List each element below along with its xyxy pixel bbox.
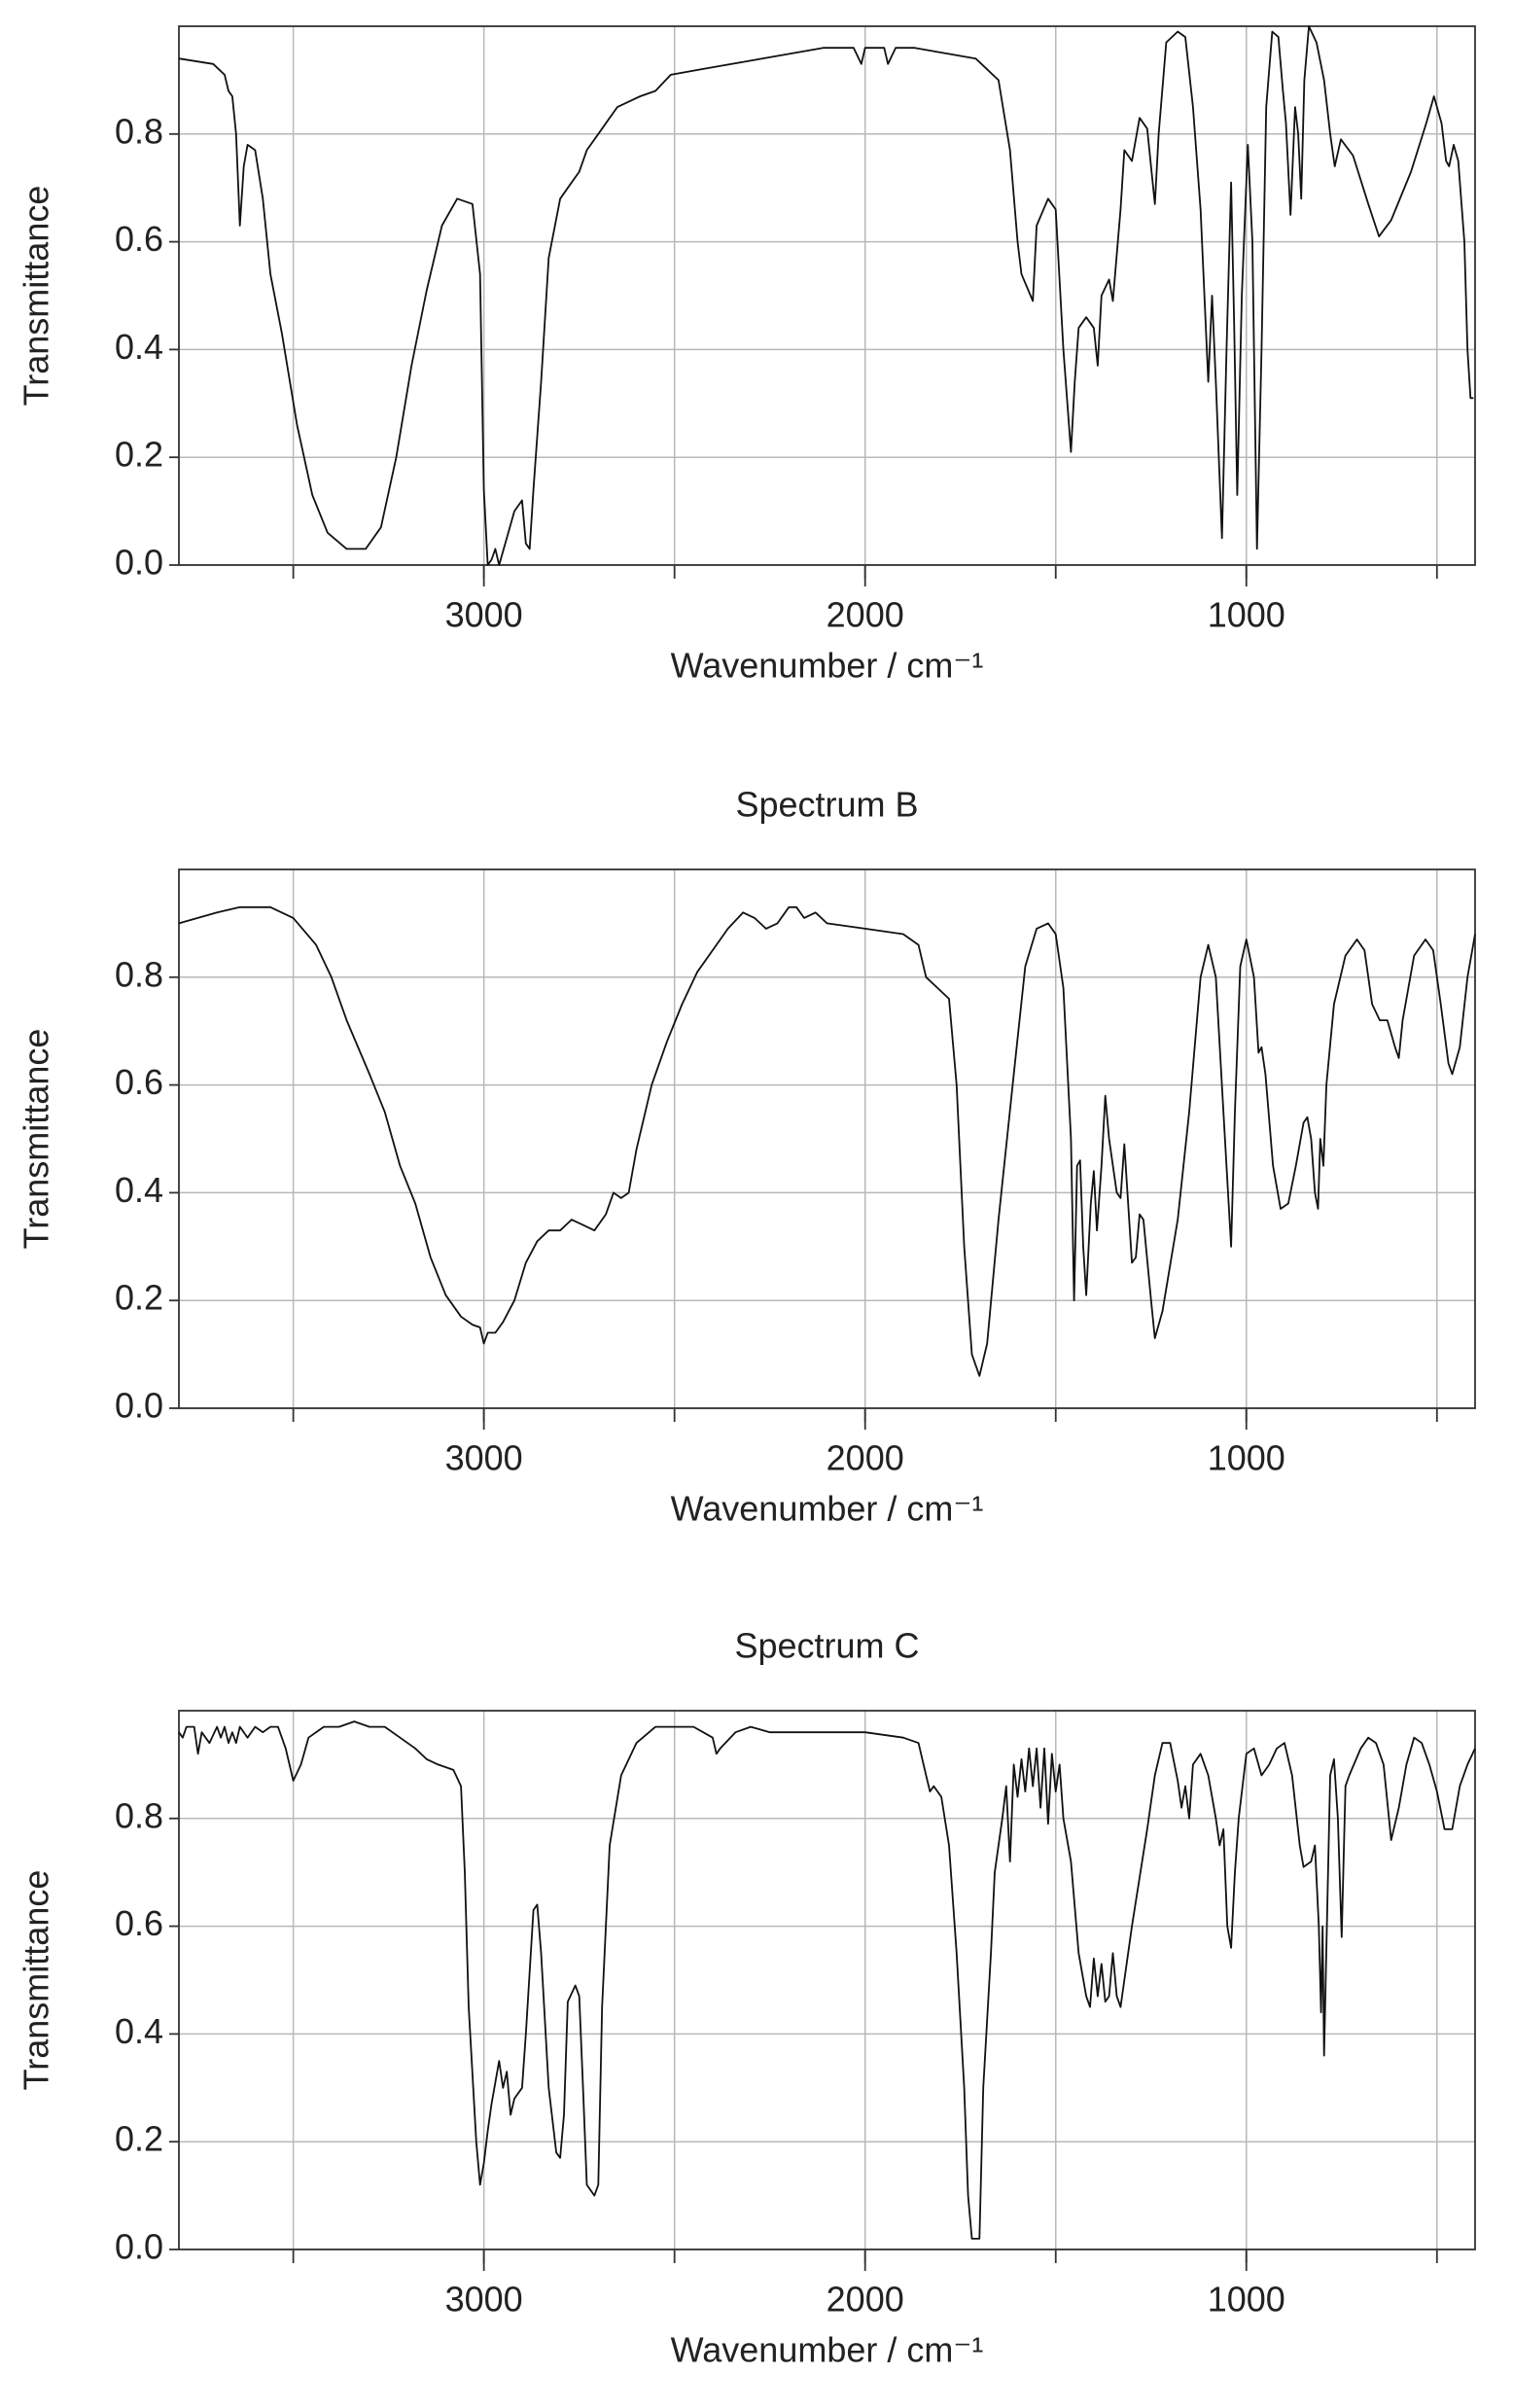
x-tick-label: 2000 (827, 1438, 904, 1478)
plot-frame (178, 25, 1476, 566)
spectrum-line (178, 25, 1474, 566)
y-axis-label: Transmittance (17, 1029, 56, 1250)
y-axis-label: Transmittance (17, 1870, 56, 2091)
y-tick-label: 0.4 (115, 2011, 163, 2051)
y-tick-label: 0.8 (115, 111, 163, 151)
x-tick-label: 2000 (827, 595, 904, 635)
y-tick-label: 0.0 (115, 543, 163, 583)
x-tick-label: 3000 (445, 2280, 523, 2319)
y-axis-label: Transmittance (17, 186, 56, 407)
y-tick-label: 0.0 (115, 2227, 163, 2267)
y-tick-label: 0.6 (115, 1903, 163, 1943)
y-tick-label: 0.4 (115, 327, 163, 367)
x-tick-label: 1000 (1208, 2280, 1285, 2319)
x-tick-label: 1000 (1208, 595, 1285, 635)
y-tick-label: 0.2 (115, 1278, 163, 1318)
chart-title: Spectrum B (735, 785, 918, 825)
plot-frame (178, 1710, 1476, 2250)
y-tick-label: 0.4 (115, 1170, 163, 1210)
x-axis-label: Wavenumber / cm⁻¹ (671, 646, 984, 686)
y-tick-label: 0.6 (115, 1062, 163, 1102)
x-axis-label: Wavenumber / cm⁻¹ (671, 1489, 984, 1529)
y-tick-label: 0.8 (115, 1795, 163, 1835)
x-tick-label: 3000 (445, 595, 523, 635)
y-tick-label: 0.6 (115, 219, 163, 259)
x-tick-label: 2000 (827, 2280, 904, 2319)
chart-title: Spectrum C (734, 1626, 919, 1666)
x-tick-label: 3000 (445, 1438, 523, 1478)
x-axis-label: Wavenumber / cm⁻¹ (671, 2330, 984, 2370)
y-tick-label: 0.8 (115, 954, 163, 994)
y-tick-label: 0.2 (115, 435, 163, 475)
y-tick-label: 0.2 (115, 2119, 163, 2159)
plot-frame (178, 868, 1476, 1409)
spectrum-line (178, 905, 1476, 1377)
x-tick-label: 1000 (1208, 1438, 1285, 1478)
spectrum-line (178, 1720, 1476, 2240)
y-tick-label: 0.0 (115, 1386, 163, 1426)
